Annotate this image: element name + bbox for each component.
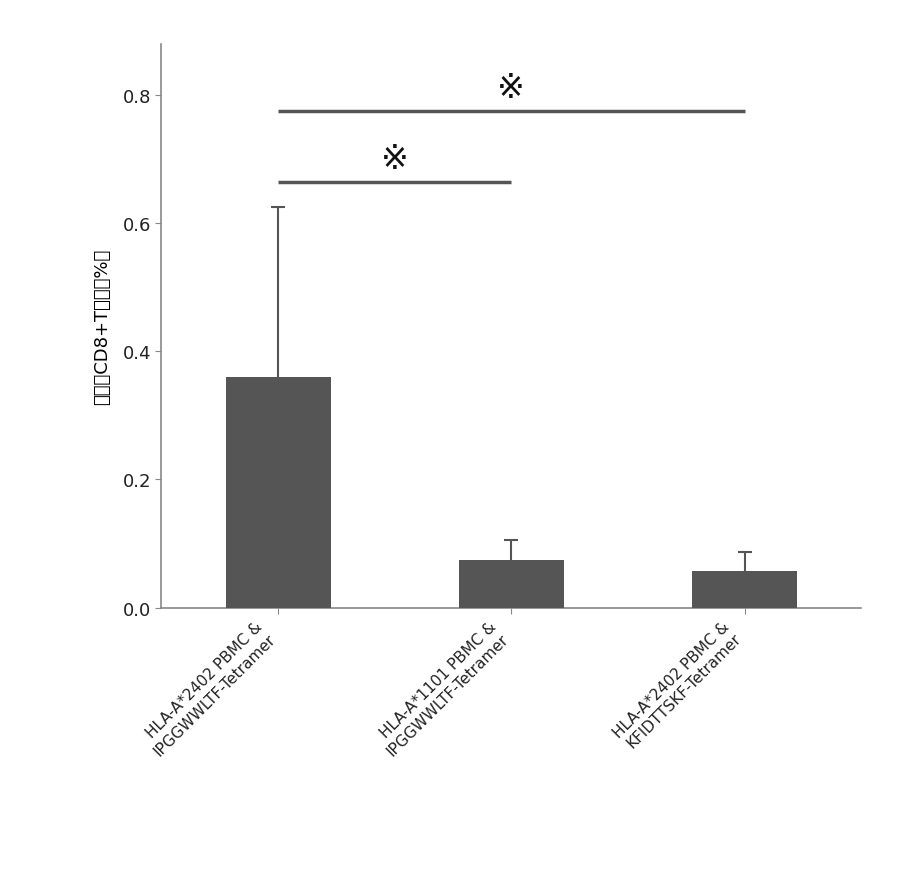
Bar <box>692 571 797 608</box>
Bar <box>458 560 563 608</box>
Y-axis label: 特异性CD8+T细胞（%）: 特异性CD8+T细胞（%） <box>93 249 111 404</box>
Text: ※: ※ <box>380 143 409 176</box>
Text: ※: ※ <box>497 72 526 105</box>
Bar <box>226 377 330 608</box>
